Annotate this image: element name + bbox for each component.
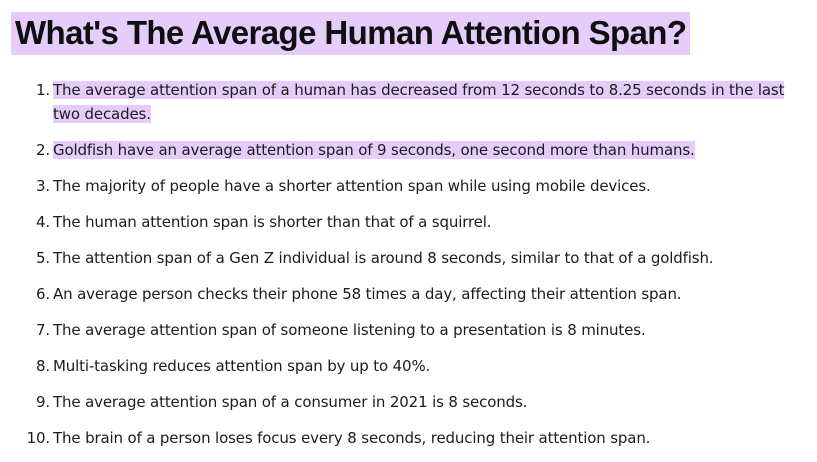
list-item-number: 5.	[35, 249, 50, 267]
list-item: 4. The human attention span is shorter t…	[0, 210, 817, 234]
list-item-text: The majority of people have a shorter at…	[53, 177, 651, 195]
list-item-text: The attention span of a Gen Z individual…	[53, 249, 714, 267]
list-item: 3. The majority of people have a shorter…	[0, 174, 817, 198]
list-item-number: 8.	[35, 357, 50, 375]
list-item-text: The brain of a person loses focus every …	[53, 429, 651, 447]
list-item-number: 3.	[35, 177, 50, 195]
list-item-number: 1.	[35, 81, 50, 99]
list-item-text: The average attention span of a consumer…	[53, 393, 528, 411]
list-item: 1. The average attention span of a human…	[0, 78, 817, 126]
title-container: What's The Average Human Attention Span?	[11, 12, 691, 55]
list-item-text: The human attention span is shorter than…	[53, 213, 492, 231]
list-item-text: Goldfish have an average attention span …	[53, 141, 695, 159]
list-item-text: An average person checks their phone 58 …	[53, 285, 682, 303]
list-item: 5. The attention span of a Gen Z individ…	[0, 246, 817, 270]
list-item-number: 9.	[35, 393, 50, 411]
list-item-text: Multi-tasking reduces attention span by …	[53, 357, 431, 375]
list-item: 10. The brain of a person loses focus ev…	[0, 426, 817, 450]
list-item: 8. Multi-tasking reduces attention span …	[0, 354, 817, 378]
list-item-number: 4.	[35, 213, 50, 231]
list-item: 6. An average person checks their phone …	[0, 282, 817, 306]
page-title: What's The Average Human Attention Span?	[11, 12, 691, 55]
list-item-number: 7.	[35, 321, 50, 339]
list-item: 9. The average attention span of a consu…	[0, 390, 817, 414]
list-item-number: 10.	[26, 429, 51, 447]
list-item-text: The average attention span of a human ha…	[53, 81, 785, 123]
list-item-text: The average attention span of someone li…	[53, 321, 646, 339]
facts-list: 1. The average attention span of a human…	[0, 78, 817, 462]
list-item: 7. The average attention span of someone…	[0, 318, 817, 342]
list-item-number: 6.	[35, 285, 50, 303]
list-item: 2. Goldfish have an average attention sp…	[0, 138, 817, 162]
list-item-number: 2.	[35, 141, 50, 159]
